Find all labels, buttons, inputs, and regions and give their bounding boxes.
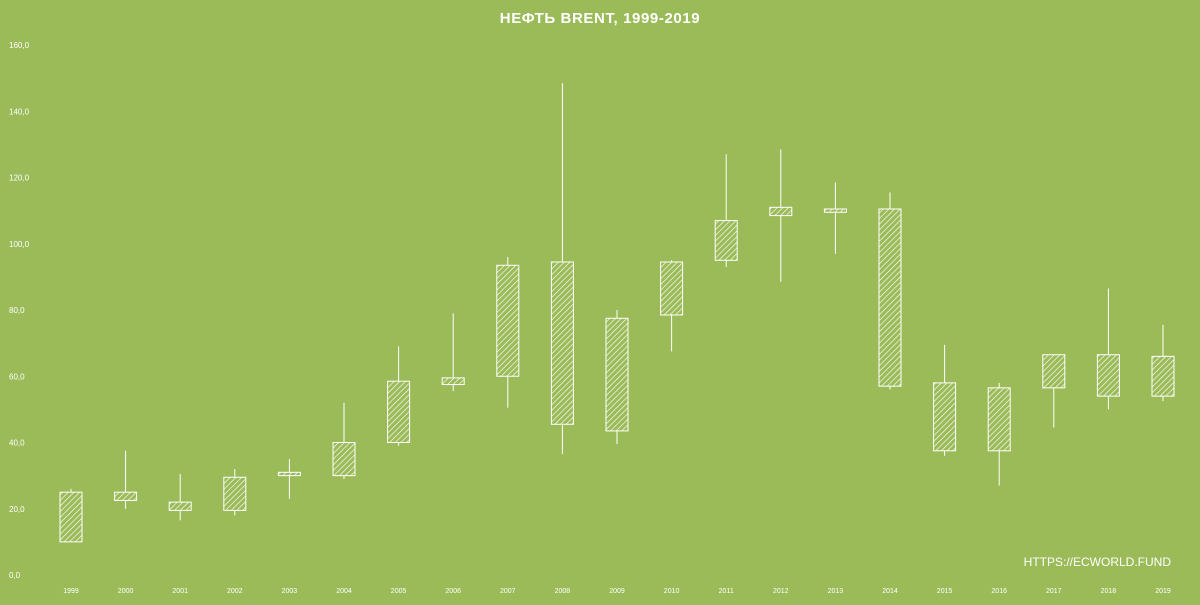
candle-2011 <box>714 154 738 267</box>
y-tick-label: 0,0 <box>9 571 21 580</box>
x-axis: 1999 2000 2001 2002 2003 2004 2005 2006 2007 2008… <box>63 588 1171 595</box>
candle-body <box>933 382 957 452</box>
x-tick-label: 2013 <box>828 588 844 595</box>
candle-2008 <box>550 83 574 455</box>
x-tick-label: 2009 <box>609 588 625 595</box>
candle-2009 <box>605 310 629 445</box>
x-tick-label: 2001 <box>172 588 188 595</box>
x-tick-label: 2010 <box>664 588 680 595</box>
x-tick-label: 2006 <box>445 588 461 595</box>
candle-body <box>987 387 1011 452</box>
candle-body <box>114 491 138 501</box>
candle-body <box>223 476 247 511</box>
candle-2019 <box>1151 324 1175 402</box>
y-tick-label: 120,0 <box>9 174 30 183</box>
candle-2010 <box>660 260 684 352</box>
candle-body <box>59 491 83 543</box>
candle-1999 <box>59 488 83 543</box>
y-tick-label: 140,0 <box>9 107 30 116</box>
y-axis: 0,0 20,0 40,0 60,0 80,0 100,0 120,0 140,0 160,0 <box>9 41 30 580</box>
candle-2007 <box>496 257 520 408</box>
y-tick-label: 160,0 <box>9 41 30 50</box>
candle-2006 <box>441 313 465 392</box>
candle-body <box>769 206 793 217</box>
x-tick-label: 2008 <box>555 588 571 595</box>
candles <box>59 83 1175 543</box>
candle-2017 <box>1042 354 1066 428</box>
y-tick-label: 20,0 <box>9 505 25 514</box>
candle-body <box>550 261 574 425</box>
candle-body <box>660 261 684 316</box>
candle-body <box>714 220 738 261</box>
candle-2004 <box>332 402 356 479</box>
candle-body <box>387 380 411 443</box>
x-tick-label: 2011 <box>719 588 734 595</box>
candle-body <box>496 264 520 377</box>
candle-body <box>1151 355 1175 397</box>
watermark-url: HTTPS://ECWORLD.FUND <box>1023 555 1171 569</box>
candle-body <box>168 501 192 511</box>
x-tick-label: 2018 <box>1101 588 1117 595</box>
x-tick-label: 2012 <box>773 588 789 595</box>
x-tick-label: 2005 <box>391 588 407 595</box>
x-tick-label: 2017 <box>1046 588 1062 595</box>
x-tick-label: 2002 <box>227 588 243 595</box>
x-tick-label: 2003 <box>282 588 298 595</box>
x-tick-label: 2019 <box>1155 588 1171 595</box>
candle-body <box>1096 354 1120 397</box>
candle-2000 <box>114 450 138 509</box>
x-tick-label: 2014 <box>882 588 898 595</box>
x-tick-label: 2000 <box>118 588 134 595</box>
y-tick-label: 80,0 <box>9 306 25 315</box>
chart-title: НЕФТЬ BRENT, 1999-2019 <box>499 10 701 27</box>
candle-2016 <box>987 382 1011 486</box>
candle-2018 <box>1096 288 1120 410</box>
y-tick-label: 100,0 <box>9 240 30 249</box>
candle-2015 <box>933 344 957 456</box>
candle-2013 <box>823 182 847 254</box>
candle-body <box>441 377 465 386</box>
x-tick-label: 2015 <box>937 588 953 595</box>
candle-body <box>277 471 301 477</box>
candle-body <box>1042 354 1066 389</box>
candle-2005 <box>387 346 411 446</box>
x-tick-label: 2007 <box>500 588 516 595</box>
candle-2001 <box>168 473 192 521</box>
y-tick-label: 60,0 <box>9 372 25 381</box>
candle-body <box>878 208 902 387</box>
candle-2003 <box>277 459 301 499</box>
x-tick-label: 2004 <box>336 588 352 595</box>
candle-2014 <box>878 192 902 390</box>
x-tick-label: 2016 <box>991 588 1007 595</box>
candle-body <box>332 442 356 477</box>
candle-2002 <box>223 469 247 516</box>
y-tick-label: 40,0 <box>9 439 25 448</box>
candle-body <box>823 208 847 213</box>
x-tick-label: 1999 <box>63 588 79 595</box>
candle-body <box>605 317 629 432</box>
candle-2012 <box>769 149 793 282</box>
